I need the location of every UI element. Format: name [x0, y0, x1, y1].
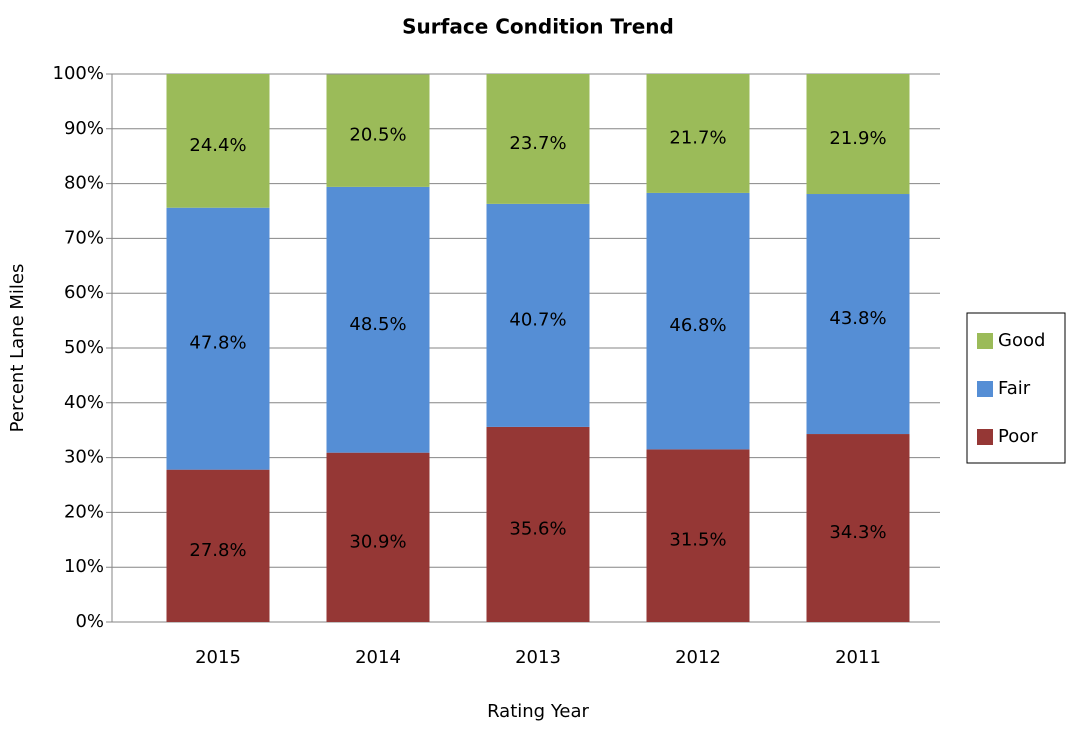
- y-tick-label: 30%: [64, 447, 104, 468]
- y-axis-title: Percent Lane Miles: [7, 264, 28, 433]
- x-tick-label: 2015: [195, 647, 241, 668]
- bar-segment: [486, 74, 590, 204]
- data-label: 31.5%: [669, 530, 726, 551]
- data-label: 24.4%: [189, 135, 246, 156]
- y-tick-label: 70%: [64, 227, 104, 248]
- data-label: 40.7%: [509, 309, 566, 330]
- y-tick-label: 40%: [64, 392, 104, 413]
- data-label: 34.3%: [829, 522, 886, 543]
- bar-segment: [806, 194, 910, 435]
- legend-swatch: [977, 333, 993, 349]
- bar-segment: [326, 74, 430, 187]
- y-tick-label: 20%: [64, 501, 104, 522]
- data-label: 35.6%: [509, 518, 566, 539]
- bar-segment: [166, 74, 270, 208]
- chart-title: Surface Condition Trend: [402, 15, 674, 39]
- data-label: 21.7%: [669, 127, 726, 148]
- x-tick-label: 2011: [835, 647, 881, 668]
- bar-segment: [326, 186, 430, 453]
- data-label: 21.9%: [829, 128, 886, 149]
- data-label: 47.8%: [189, 333, 246, 354]
- bar-segment: [166, 207, 270, 470]
- x-tick-label: 2014: [355, 647, 401, 668]
- y-tick-label: 100%: [53, 63, 104, 84]
- data-label: 27.8%: [189, 540, 246, 561]
- bar-segment: [806, 434, 910, 622]
- data-label: 48.5%: [349, 314, 406, 335]
- bar-segment: [646, 449, 750, 622]
- y-tick-label: 10%: [64, 556, 104, 577]
- bar-segment: [326, 452, 430, 622]
- legend-label: Fair: [998, 378, 1031, 399]
- bar-segment: [486, 203, 590, 427]
- legend-swatch: [977, 381, 993, 397]
- legend-label: Poor: [998, 426, 1038, 447]
- bar-segment: [646, 192, 750, 450]
- y-tick-label: 80%: [64, 173, 104, 194]
- x-tick-label: 2013: [515, 647, 561, 668]
- data-label: 46.8%: [669, 315, 726, 336]
- y-tick-label: 60%: [64, 282, 104, 303]
- legend-swatch: [977, 429, 993, 445]
- bar-segment: [166, 469, 270, 622]
- data-label: 43.8%: [829, 308, 886, 329]
- legend-label: Good: [998, 330, 1045, 351]
- y-tick-label: 0%: [75, 611, 104, 632]
- bar-segment: [486, 426, 590, 622]
- data-label: 30.9%: [349, 531, 406, 552]
- bar-segment: [806, 74, 910, 195]
- data-label: 20.5%: [349, 125, 406, 146]
- x-axis-title: Rating Year: [487, 701, 589, 722]
- y-tick-label: 90%: [64, 118, 104, 139]
- bar-segment: [646, 74, 750, 193]
- y-tick-label: 50%: [64, 337, 104, 358]
- data-label: 23.7%: [509, 133, 566, 154]
- x-tick-label: 2012: [675, 647, 721, 668]
